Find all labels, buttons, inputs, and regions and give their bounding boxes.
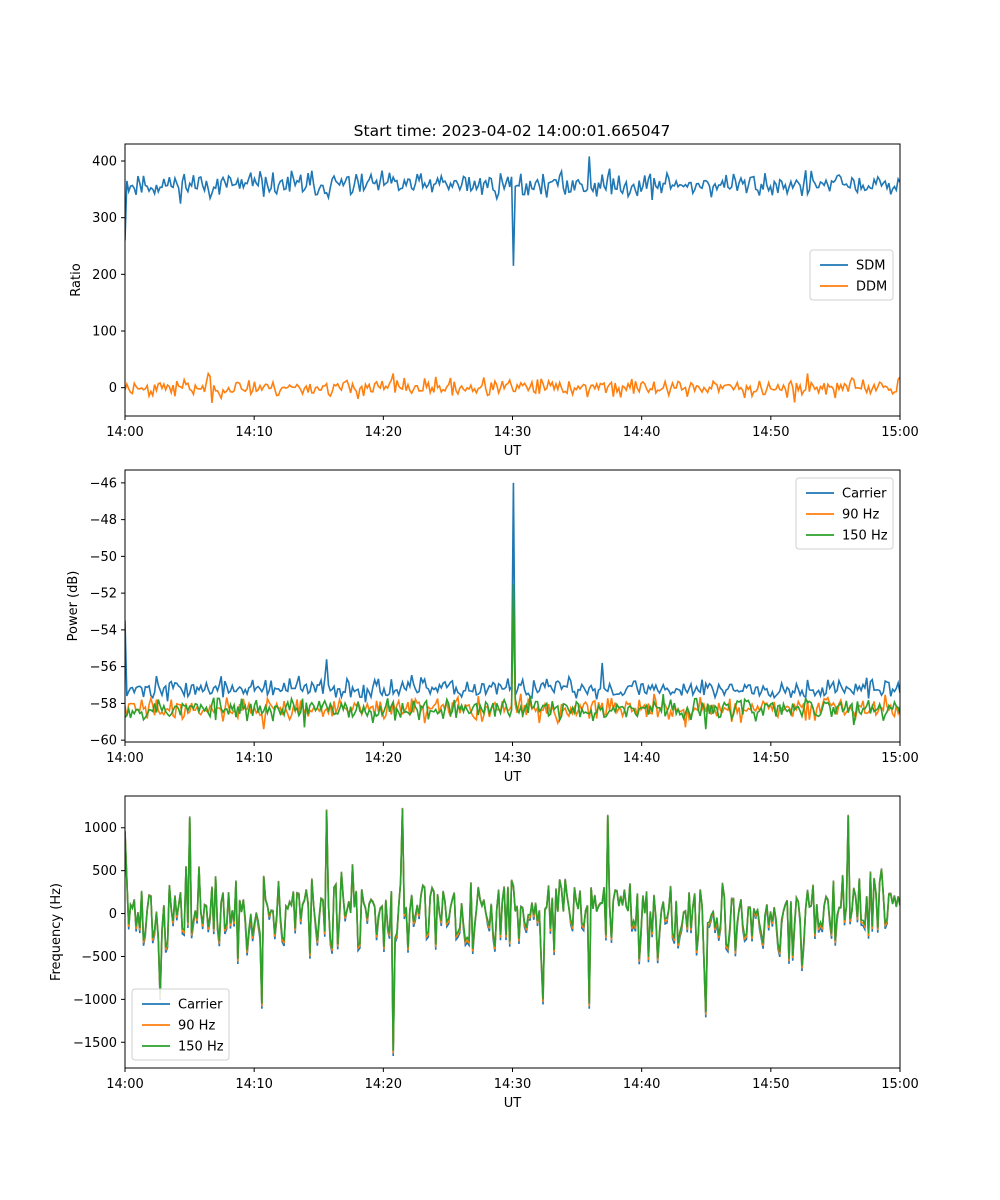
series-line-carrier	[125, 482, 900, 703]
legend-label: Carrier	[178, 998, 223, 1013]
legend: Carrier 90 Hz 150 Hz	[131, 988, 230, 1061]
legend-label: SDM	[856, 259, 885, 274]
axes-frame	[124, 795, 901, 1069]
series-line-carrier	[125, 807, 900, 1057]
y-tick-label: 0	[109, 381, 117, 396]
legend-label: 90 Hz	[178, 1019, 215, 1034]
y-tick-label: −48	[90, 513, 117, 528]
x-tick-label: 14:20	[365, 425, 402, 440]
y-tick-label: 1000	[84, 821, 117, 836]
x-tick-label: 14:40	[623, 1077, 660, 1092]
x-tick-label: 14:00	[106, 1077, 143, 1092]
y-axis-label: Ratio	[69, 263, 84, 296]
x-tick-label: 15:00	[881, 751, 918, 766]
x-axis-label: UT	[504, 1096, 522, 1111]
y-tick-label: −56	[90, 660, 117, 675]
x-axis-label: UT	[504, 770, 522, 785]
legend-label: 90 Hz	[842, 508, 879, 523]
series-line-150-hz	[125, 583, 900, 730]
x-tick-label: 15:00	[881, 425, 918, 440]
y-axis-label: Power (dB)	[66, 571, 81, 642]
y-tick-label: −60	[90, 734, 117, 749]
y-tick-label: 0	[109, 907, 117, 922]
figure-title: Start time: 2023-04-02 14:00:01.665047	[354, 122, 671, 140]
x-tick-label: 14:30	[494, 751, 531, 766]
series-group	[125, 482, 900, 730]
x-tick-label: 14:50	[752, 1077, 789, 1092]
x-tick-label: 14:40	[623, 751, 660, 766]
y-tick-label: −500	[81, 950, 117, 965]
x-tick-label: 14:00	[106, 425, 143, 440]
y-tick-label: 500	[92, 864, 117, 879]
y-tick-label: 200	[92, 268, 117, 283]
y-tick-label: 100	[92, 325, 117, 340]
legend-label: Carrier	[842, 487, 887, 502]
x-tick-label: 14:50	[752, 751, 789, 766]
legend-box	[795, 477, 894, 550]
y-axis-label: Frequency (Hz)	[49, 883, 64, 981]
y-tick-label: −50	[90, 550, 117, 565]
x-tick-label: 14:00	[106, 751, 143, 766]
x-axis-label: UT	[504, 444, 522, 459]
series-group	[125, 156, 900, 404]
y-tick-label: −1000	[73, 993, 117, 1008]
chart-panel-1: 14:00 14:10 14:20 14:30 14:40 14:50 15:00 0 100 2…	[69, 143, 919, 459]
legend-label: 150 Hz	[178, 1040, 224, 1055]
series-line-150-hz	[125, 808, 900, 1051]
y-tick-label: −54	[90, 623, 117, 638]
x-tick-label: 14:50	[752, 425, 789, 440]
y-tick-label: −1500	[73, 1036, 117, 1051]
series-line-sdm	[125, 156, 900, 266]
x-tick-label: 14:20	[365, 751, 402, 766]
series-group	[125, 807, 900, 1057]
legend: Carrier 90 Hz 150 Hz	[795, 477, 894, 550]
x-tick-label: 14:40	[623, 425, 660, 440]
chart-panel-2: 14:00 14:10 14:20 14:30 14:40 14:50 15:00 −60 −5…	[66, 469, 919, 785]
y-tick-label: −52	[90, 587, 117, 602]
series-line-ddm	[125, 371, 900, 404]
y-tick-label: 300	[92, 211, 117, 226]
legend: SDM DDM	[809, 249, 894, 301]
chart-panel-3: 14:00 14:10 14:20 14:30 14:40 14:50 15:00 −1500…	[49, 795, 919, 1111]
x-tick-label: 14:30	[494, 425, 531, 440]
y-tick-label: 400	[92, 155, 117, 170]
x-tick-label: 14:20	[365, 1077, 402, 1092]
x-tick-label: 14:30	[494, 1077, 531, 1092]
x-tick-label: 14:10	[235, 751, 272, 766]
legend-box	[809, 249, 894, 301]
x-tick-label: 15:00	[881, 1077, 918, 1092]
y-tick-label: −46	[90, 476, 117, 491]
legend-box	[131, 988, 230, 1061]
x-tick-label: 14:10	[235, 1077, 272, 1092]
x-tick-label: 14:10	[235, 425, 272, 440]
y-tick-label: −58	[90, 697, 117, 712]
legend-label: DDM	[856, 280, 887, 295]
series-line-90-hz	[125, 808, 900, 1054]
legend-label: 150 Hz	[842, 529, 888, 544]
